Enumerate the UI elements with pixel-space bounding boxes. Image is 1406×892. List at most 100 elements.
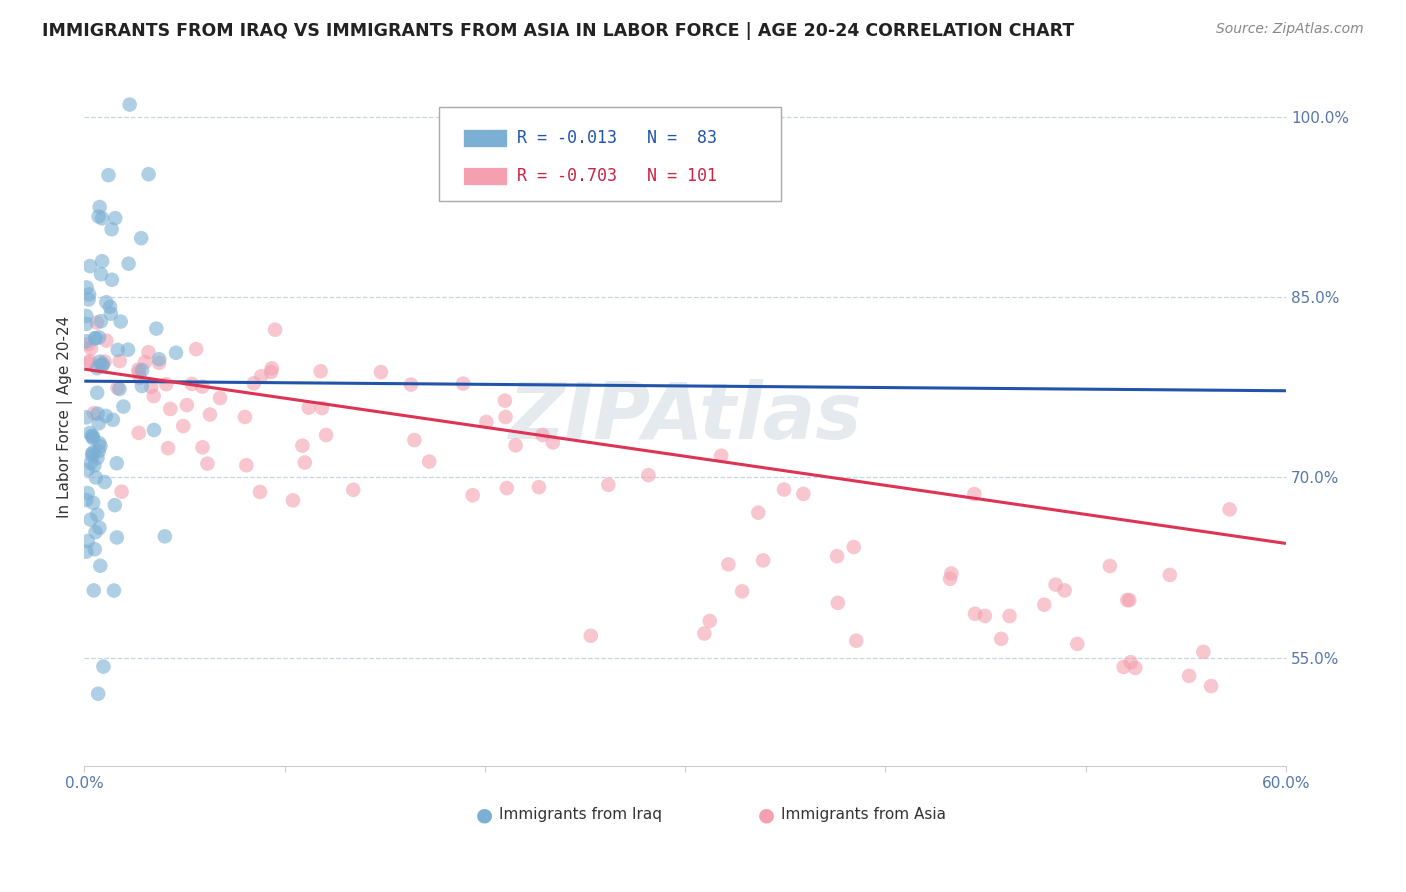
Point <box>76 534 98 549</box>
Text: Source: ZipAtlas.com: Source: ZipAtlas.com <box>1216 22 1364 37</box>
Point <box>75 317 97 331</box>
Point <box>792 487 814 501</box>
Point <box>1116 593 1139 607</box>
Point <box>138 167 160 181</box>
Point <box>250 369 273 384</box>
Point <box>80 342 103 356</box>
Y-axis label: In Labor Force | Age 20-24: In Labor Force | Age 20-24 <box>58 316 73 518</box>
Point <box>93 659 115 673</box>
Point <box>752 553 775 567</box>
Point <box>87 687 110 701</box>
Point <box>941 566 963 581</box>
Point <box>233 409 256 424</box>
Point <box>495 410 517 425</box>
Point <box>418 454 440 468</box>
Point <box>637 468 659 483</box>
Point <box>699 614 721 628</box>
Point <box>990 632 1012 646</box>
Point <box>86 361 108 376</box>
Point <box>710 449 733 463</box>
Point <box>176 398 198 412</box>
Point <box>598 477 620 491</box>
Point <box>495 481 517 495</box>
FancyBboxPatch shape <box>463 128 508 147</box>
Text: R = -0.013   N =  83: R = -0.013 N = 83 <box>517 129 717 147</box>
Point <box>138 345 160 359</box>
Point <box>148 356 170 370</box>
Point <box>541 435 564 450</box>
Text: ●: ● <box>475 805 494 824</box>
Point <box>260 365 283 379</box>
Point <box>309 364 332 378</box>
Point <box>1066 637 1088 651</box>
Point <box>475 415 498 429</box>
Point <box>75 410 97 425</box>
Point <box>90 314 112 328</box>
Point <box>181 376 204 391</box>
Point <box>155 377 177 392</box>
Point <box>77 356 100 370</box>
Point <box>131 363 153 377</box>
Point <box>93 354 115 368</box>
Point <box>827 596 849 610</box>
Point <box>243 376 266 391</box>
Point <box>451 376 474 391</box>
Point <box>825 549 848 564</box>
Point <box>291 439 314 453</box>
Point <box>89 200 111 214</box>
Point <box>112 400 135 414</box>
Point <box>747 506 769 520</box>
Point <box>79 259 101 273</box>
Text: Immigrants from Asia: Immigrants from Asia <box>782 807 946 822</box>
Point <box>1112 660 1135 674</box>
Point <box>89 354 111 368</box>
Point <box>82 431 104 445</box>
Point <box>527 480 550 494</box>
Point <box>82 429 104 443</box>
Point <box>191 440 214 454</box>
Point <box>86 385 108 400</box>
Point <box>80 429 103 443</box>
Point <box>80 456 103 470</box>
Point <box>86 450 108 465</box>
Point <box>77 337 100 351</box>
Point <box>342 483 364 497</box>
Point <box>79 354 101 368</box>
Point <box>128 425 150 440</box>
Point <box>294 456 316 470</box>
Point <box>86 407 108 421</box>
Point <box>98 300 121 314</box>
Point <box>101 413 124 427</box>
Text: ZIPAtlas: ZIPAtlas <box>509 379 862 455</box>
Point <box>107 381 129 395</box>
Point <box>87 444 110 458</box>
Point <box>693 626 716 640</box>
Point <box>108 354 131 368</box>
Point <box>86 316 108 330</box>
Point <box>84 331 107 345</box>
FancyBboxPatch shape <box>463 168 508 186</box>
Point <box>1219 502 1241 516</box>
Point <box>153 529 176 543</box>
Point <box>91 357 114 371</box>
Point <box>127 362 149 376</box>
Point <box>148 352 170 367</box>
Point <box>96 295 118 310</box>
Point <box>1045 577 1067 591</box>
Point <box>264 323 287 337</box>
Point <box>76 463 98 477</box>
Point <box>107 343 129 357</box>
Point <box>75 544 97 558</box>
Point <box>83 406 105 420</box>
Point <box>531 428 554 442</box>
Point <box>91 254 114 268</box>
Point <box>89 439 111 453</box>
Point <box>128 371 150 385</box>
Point <box>87 417 110 431</box>
Point <box>91 211 114 226</box>
Point <box>83 542 105 557</box>
Point <box>110 484 132 499</box>
Text: ●: ● <box>758 805 775 824</box>
Point <box>939 572 962 586</box>
Point <box>89 558 111 573</box>
